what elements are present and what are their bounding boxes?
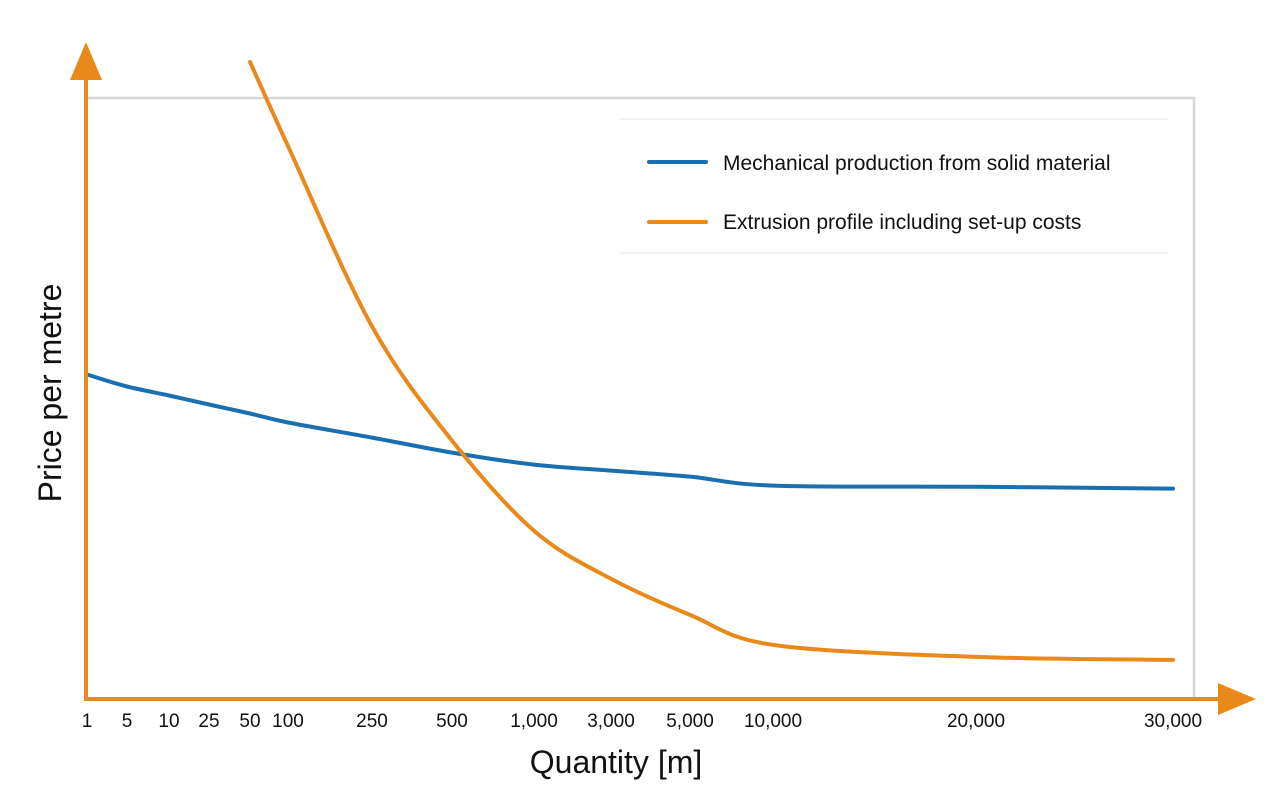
x-tick-label: 10 xyxy=(158,711,179,732)
x-tick-label: 250 xyxy=(356,711,388,732)
x-tick-label: 30,000 xyxy=(1144,711,1202,732)
x-tick-label: 5 xyxy=(122,711,133,732)
x-tick-label: 100 xyxy=(272,711,304,732)
x-tick-label: 500 xyxy=(436,711,468,732)
x-tick-label: 1 xyxy=(82,711,93,732)
y-axis-arrow-icon xyxy=(70,42,102,80)
plot-frame xyxy=(88,96,1196,700)
series-line-mechanical xyxy=(85,372,1175,491)
x-tick-label: 5,000 xyxy=(666,711,714,732)
legend: Mechanical production from solid materia… xyxy=(647,152,1111,234)
legend-label-mechanical: Mechanical production from solid materia… xyxy=(723,152,1111,175)
y-axis-title: Price per metre xyxy=(32,284,68,503)
x-tick-label: 20,000 xyxy=(947,711,1005,732)
x-tick-label: 3,000 xyxy=(587,711,635,732)
x-tick-label: 25 xyxy=(198,711,219,732)
x-tick-labels: 1 5 10 25 50 100 250 500 1,000 3,000 5,000 10,000 20… xyxy=(82,711,1202,732)
series-line-extrusion xyxy=(248,59,1175,662)
x-tick-label: 50 xyxy=(239,711,260,732)
x-tick-label: 10,000 xyxy=(744,711,802,732)
legend-label-extrusion: Extrusion profile including set-up costs xyxy=(723,211,1081,234)
x-axis-arrow-icon xyxy=(1218,683,1256,715)
x-axis-title: Quantity [m] xyxy=(530,744,703,780)
x-tick-label: 1,000 xyxy=(510,711,558,732)
